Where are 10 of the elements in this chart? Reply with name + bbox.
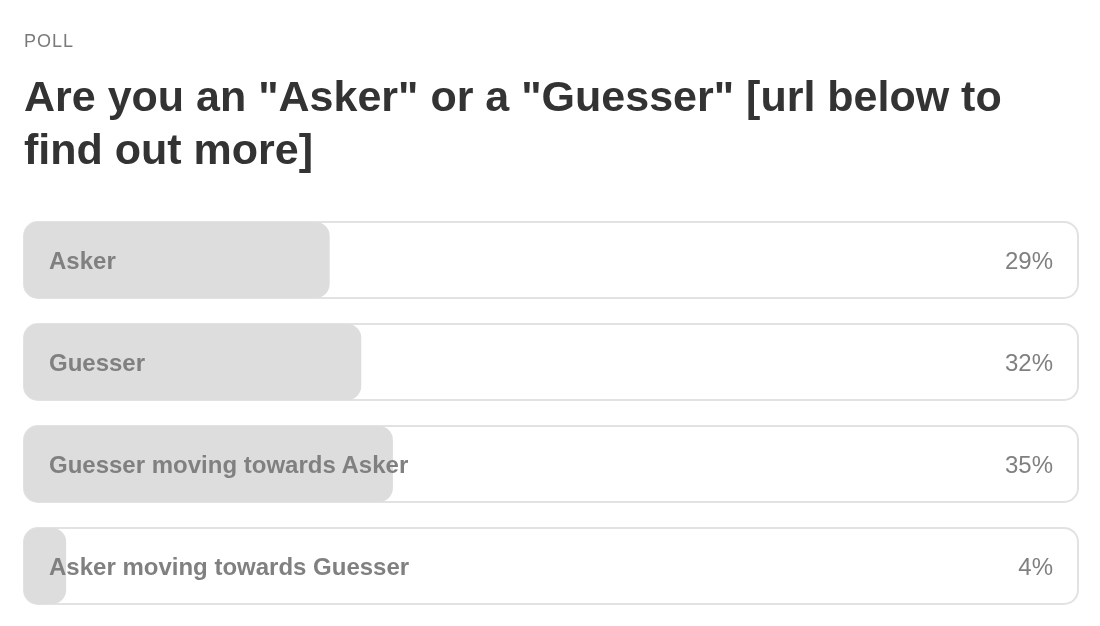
y-tick-label: Asker	[49, 246, 116, 274]
data-label: 29%	[1004, 246, 1053, 274]
data-label: 32%	[1004, 348, 1053, 376]
y-tick-label: Guesser	[49, 348, 146, 376]
data-label: 35%	[1004, 450, 1053, 478]
data-label: 4%	[1018, 552, 1053, 580]
chart-subtitle: POLL	[24, 31, 75, 51]
y-tick-label: Guesser moving towards Asker	[49, 450, 409, 478]
chart-title: Are you an "Asker" or a "Guesser" [url below to find out more]	[24, 71, 1003, 175]
y-tick-label: Asker moving towards Guesser	[49, 552, 410, 580]
